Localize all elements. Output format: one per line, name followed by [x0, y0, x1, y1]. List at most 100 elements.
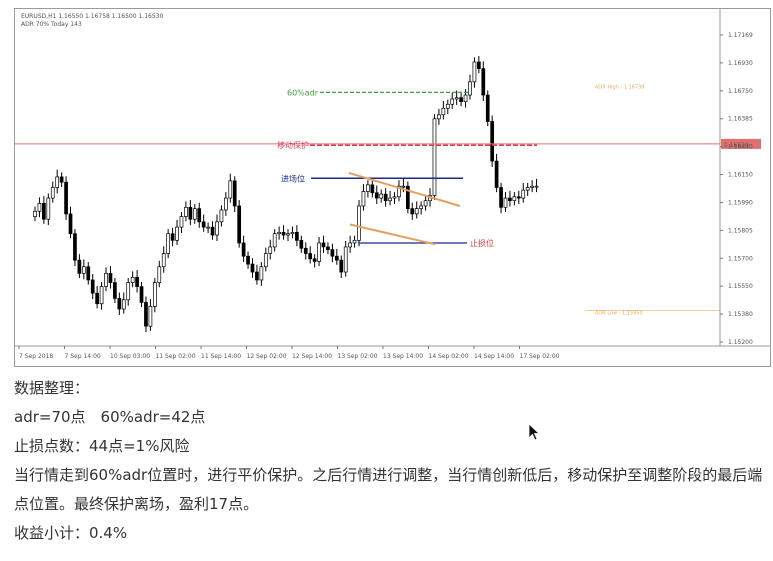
candle-body: [516, 196, 521, 199]
candle: [308, 246, 313, 264]
time-tick-label: 10 Sep 03:00: [110, 353, 150, 360]
candle-body: [192, 208, 197, 220]
candle-body: [135, 276, 139, 287]
candle: [144, 296, 148, 333]
price-tick-label: 1.15805: [728, 227, 753, 234]
candle-body: [361, 191, 366, 207]
candle-body: [321, 242, 326, 248]
candle: [494, 153, 499, 193]
candle: [481, 61, 486, 101]
move-protect-label: 移动保护: [277, 140, 309, 150]
candle-body: [42, 203, 46, 220]
candle: [330, 243, 335, 263]
candle: [135, 270, 139, 293]
candle: [219, 205, 224, 227]
candle: [259, 262, 264, 286]
candle-body: [144, 302, 148, 327]
price-tick-label: 1.15990: [728, 199, 753, 206]
candle: [108, 266, 113, 289]
candle-body: [157, 266, 162, 283]
candle: [343, 240, 348, 277]
candle: [201, 214, 206, 232]
candle: [46, 193, 51, 226]
time-tick-label: 11 Sep 02:00: [156, 353, 196, 360]
candle: [374, 185, 379, 205]
time-tick-label: 13 Sep 14:00: [383, 353, 423, 360]
candle: [188, 200, 193, 226]
candle-body: [113, 282, 117, 299]
candle: [468, 74, 472, 100]
candle-body: [410, 208, 415, 215]
time-tick-label: 13 Sep 02:00: [338, 353, 378, 360]
candle-body: [179, 216, 184, 228]
candle: [192, 204, 197, 224]
candle-body: [299, 239, 304, 249]
candle: [210, 221, 215, 240]
candle-body: [219, 209, 224, 223]
price-chart: 1.16530 60%adr 移动保护 进场位 止损位 ADR High : 1.1673…: [14, 8, 771, 367]
notes-strategy: 当行情走到60%adr位置时，进行平价保护。之后行情进行调整，当行情创新低后，移…: [14, 466, 763, 513]
time-tick-label: 17 Sep 02:00: [520, 353, 560, 360]
candle-body: [512, 196, 517, 202]
candle-body: [481, 68, 486, 96]
candle-body: [379, 193, 384, 199]
candle: [232, 176, 237, 212]
adr-low-label: ADR Low : 1.15950: [595, 310, 643, 316]
candle: [295, 225, 299, 247]
notes-stop-loss: 止损点数：44点=1%风险: [14, 437, 190, 455]
candle-body: [490, 121, 495, 162]
candle-body: [295, 232, 299, 241]
candle: [370, 178, 375, 198]
candle-body: [250, 263, 255, 273]
candle: [77, 254, 82, 278]
time-tick-label: 7 Sep 14:00: [65, 353, 101, 360]
candle: [64, 176, 68, 220]
candle-body: [477, 61, 481, 69]
candle-body: [255, 271, 259, 281]
candle: [397, 180, 401, 202]
candle-body: [215, 221, 219, 236]
candle-body: [388, 197, 392, 202]
candle: [130, 271, 135, 288]
candle: [534, 178, 539, 193]
candle-body: [405, 185, 410, 209]
candle-body: [290, 232, 295, 235]
candle: [148, 299, 153, 331]
candle: [139, 281, 144, 308]
candle: [104, 267, 108, 292]
candle: [379, 189, 384, 203]
candle-body: [37, 203, 42, 212]
candle: [33, 206, 37, 222]
candle: [281, 225, 286, 240]
candle: [414, 201, 419, 219]
candle-body: [308, 253, 313, 260]
candle-body: [348, 242, 352, 248]
notes-profit: 收益小计：0.4%: [14, 524, 128, 542]
candle-body: [499, 187, 503, 208]
candle: [166, 229, 171, 259]
candle: [37, 197, 42, 218]
candle-body: [55, 176, 60, 188]
candle-body: [139, 286, 144, 303]
candle: [516, 190, 521, 205]
candle: [290, 226, 295, 239]
candle-body: [130, 276, 135, 283]
candle-body: [503, 197, 508, 208]
candle-body: [530, 185, 534, 188]
candle: [68, 206, 73, 239]
price-tick-label: 1.16930: [728, 60, 753, 67]
candle-body: [121, 299, 126, 310]
candle-body: [445, 103, 450, 109]
candle-body: [59, 176, 64, 183]
candle-body: [246, 255, 250, 265]
candle-body: [108, 273, 113, 283]
candle-body: [201, 221, 206, 228]
candle-body: [166, 233, 171, 254]
candle-body: [366, 184, 370, 192]
candle-body: [370, 184, 375, 194]
candle-body: [64, 181, 68, 215]
candle-body: [352, 239, 357, 244]
candle: [157, 260, 162, 288]
candle: [250, 258, 255, 278]
candle: [95, 285, 99, 309]
